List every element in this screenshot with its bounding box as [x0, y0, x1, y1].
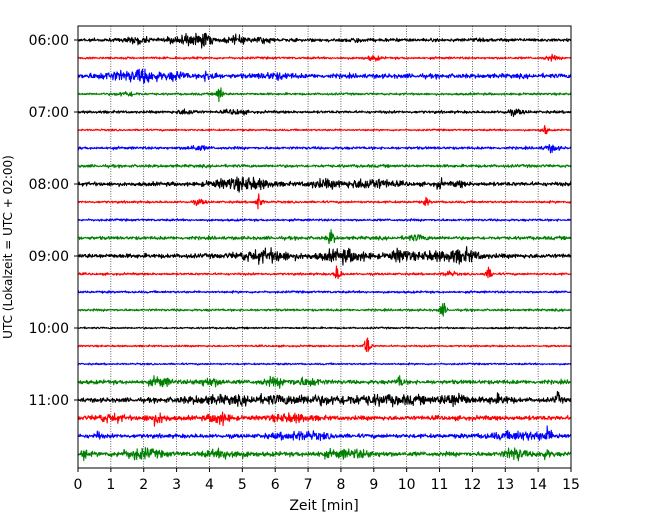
x-tick-label: 2	[139, 477, 148, 493]
vertical-gridlines	[110, 26, 539, 468]
seismic-trace	[77, 425, 572, 441]
x-tick-label: 7	[304, 477, 313, 493]
x-tick-label: 0	[74, 477, 83, 493]
x-axis-label: Zeit [min]	[289, 498, 358, 514]
seismic-trace	[77, 176, 572, 193]
y-tick-label: 08:00	[29, 177, 69, 193]
y-axis-label: UTC (Lokalzeit = UTC + 02:00)	[1, 155, 15, 339]
seismic-trace	[77, 326, 572, 330]
seismic-trace	[77, 108, 572, 117]
x-tick-label: 12	[463, 477, 481, 493]
trace-group	[77, 32, 572, 462]
x-tick-label: 13	[496, 477, 514, 493]
seismic-trace	[77, 163, 572, 169]
x-tick-label: 6	[271, 477, 280, 493]
x-tick-label: 11	[431, 477, 449, 493]
x-tick-label: 9	[369, 477, 378, 493]
seismic-trace	[77, 246, 572, 266]
y-tick-label: 11:00	[29, 393, 69, 409]
seismic-trace	[77, 193, 572, 210]
seismic-trace	[77, 446, 572, 462]
x-tick-label: 15	[562, 477, 580, 493]
seismic-trace	[77, 390, 572, 408]
seismic-trace	[77, 124, 572, 135]
seismic-trace	[77, 362, 572, 366]
x-tick-label: 10	[398, 477, 416, 493]
x-axis-ticks: 0 1 2 3 4 5 6 7 8 9 10 11 12 13 14 15	[74, 468, 580, 493]
seismic-trace	[77, 144, 572, 154]
seismic-trace	[77, 218, 572, 223]
seismic-trace	[77, 337, 572, 353]
y-tick-label: 07:00	[29, 105, 69, 121]
x-tick-label: 3	[172, 477, 181, 493]
plot-frame	[77, 25, 572, 469]
seismic-trace	[77, 87, 572, 103]
x-tick-label: 14	[529, 477, 547, 493]
y-tick-label: 06:00	[29, 33, 69, 49]
seismic-trace	[77, 302, 572, 317]
seismic-trace	[77, 375, 572, 389]
seismic-trace	[77, 68, 572, 84]
x-tick-label: 1	[106, 477, 115, 493]
seismic-trace	[77, 265, 572, 280]
y-axis-ticks: 06:00 07:00 08:00 09:00 10:00 11:00	[29, 33, 78, 409]
seismic-trace	[77, 229, 572, 245]
seismic-trace	[77, 53, 572, 62]
seismic-trace	[77, 411, 572, 427]
x-tick-label: 8	[336, 477, 345, 493]
y-tick-label: 10:00	[29, 321, 69, 337]
y-tick-label: 09:00	[29, 249, 69, 265]
x-tick-label: 4	[205, 477, 214, 493]
seismic-trace	[77, 290, 572, 295]
x-tick-label: 5	[238, 477, 247, 493]
seismic-trace	[77, 32, 572, 49]
